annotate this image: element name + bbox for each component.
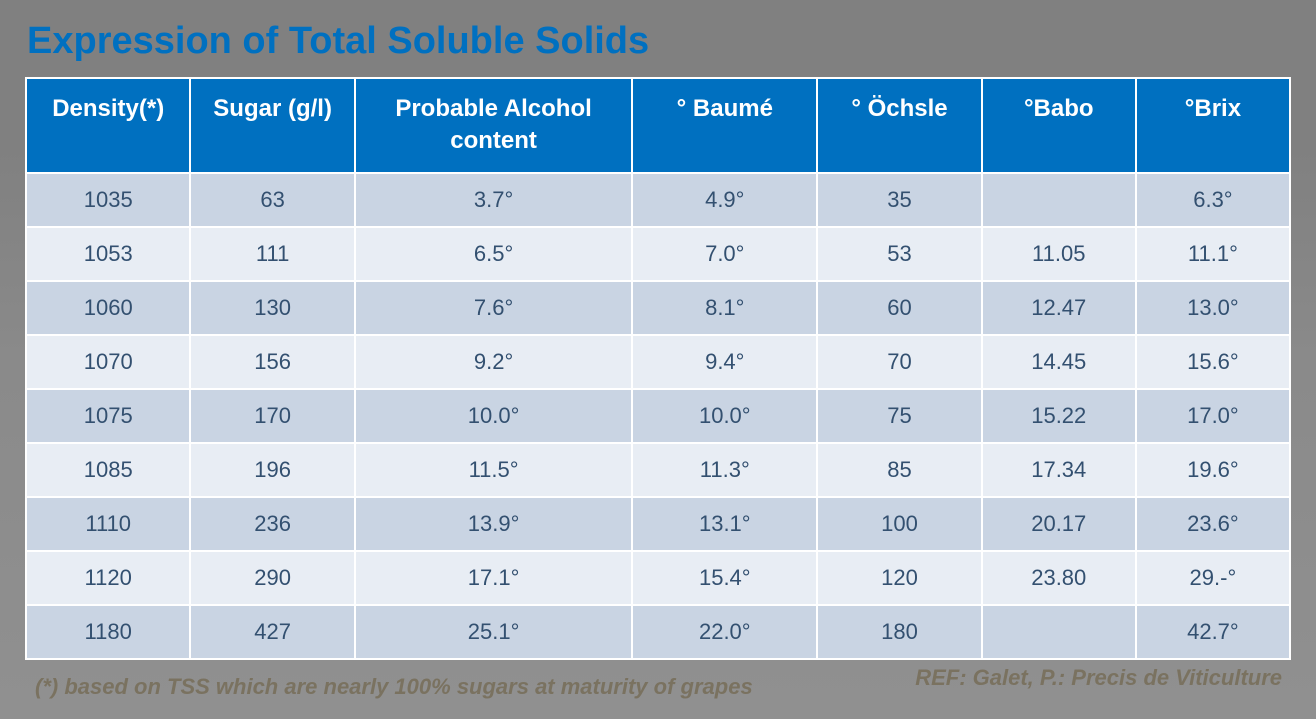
cell-density: 1085: [26, 443, 190, 497]
cell-density: 1180: [26, 605, 190, 659]
cell-babo: [982, 605, 1136, 659]
cell-alcohol: 17.1°: [355, 551, 632, 605]
cell-sugar: 196: [190, 443, 354, 497]
table-row: 1085 196 11.5° 11.3° 85 17.34 19.6°: [26, 443, 1290, 497]
col-header-ochsle: ° Öchsle: [817, 78, 981, 173]
cell-baume: 4.9°: [632, 173, 817, 227]
cell-sugar: 156: [190, 335, 354, 389]
cell-ochsle: 120: [817, 551, 981, 605]
cell-density: 1120: [26, 551, 190, 605]
cell-brix: 11.1°: [1136, 227, 1290, 281]
cell-sugar: 111: [190, 227, 354, 281]
cell-density: 1075: [26, 389, 190, 443]
cell-baume: 9.4°: [632, 335, 817, 389]
cell-ochsle: 180: [817, 605, 981, 659]
cell-babo: 11.05: [982, 227, 1136, 281]
table-row: 1053 111 6.5° 7.0° 53 11.05 11.1°: [26, 227, 1290, 281]
cell-ochsle: 85: [817, 443, 981, 497]
cell-sugar: 427: [190, 605, 354, 659]
cell-brix: 23.6°: [1136, 497, 1290, 551]
cell-babo: 14.45: [982, 335, 1136, 389]
cell-ochsle: 75: [817, 389, 981, 443]
cell-brix: 15.6°: [1136, 335, 1290, 389]
col-header-brix: °Brix: [1136, 78, 1290, 173]
cell-brix: 19.6°: [1136, 443, 1290, 497]
cell-brix: 17.0°: [1136, 389, 1290, 443]
cell-ochsle: 60: [817, 281, 981, 335]
table-row: 1035 63 3.7° 4.9° 35 6.3°: [26, 173, 1290, 227]
cell-density: 1060: [26, 281, 190, 335]
col-header-baume: ° Baumé: [632, 78, 817, 173]
table-row: 1075 170 10.0° 10.0° 75 15.22 17.0°: [26, 389, 1290, 443]
cell-sugar: 63: [190, 173, 354, 227]
cell-ochsle: 100: [817, 497, 981, 551]
col-header-density: Density(*): [26, 78, 190, 173]
cell-alcohol: 11.5°: [355, 443, 632, 497]
cell-baume: 11.3°: [632, 443, 817, 497]
cell-alcohol: 7.6°: [355, 281, 632, 335]
cell-baume: 7.0°: [632, 227, 817, 281]
cell-brix: 13.0°: [1136, 281, 1290, 335]
cell-baume: 13.1°: [632, 497, 817, 551]
cell-brix: 6.3°: [1136, 173, 1290, 227]
cell-baume: 8.1°: [632, 281, 817, 335]
cell-density: 1053: [26, 227, 190, 281]
cell-baume: 22.0°: [632, 605, 817, 659]
cell-babo: 15.22: [982, 389, 1136, 443]
col-header-alcohol: Probable Alcohol content: [355, 78, 632, 173]
cell-baume: 15.4°: [632, 551, 817, 605]
cell-alcohol: 10.0°: [355, 389, 632, 443]
header-row: Density(*) Sugar (g/l) Probable Alcohol …: [26, 78, 1290, 173]
cell-alcohol: 25.1°: [355, 605, 632, 659]
table-row: 1180 427 25.1° 22.0° 180 42.7°: [26, 605, 1290, 659]
cell-brix: 42.7°: [1136, 605, 1290, 659]
cell-brix: 29.-°: [1136, 551, 1290, 605]
cell-sugar: 290: [190, 551, 354, 605]
cell-babo: 17.34: [982, 443, 1136, 497]
table-row: 1070 156 9.2° 9.4° 70 14.45 15.6°: [26, 335, 1290, 389]
cell-babo: 20.17: [982, 497, 1136, 551]
cell-babo: [982, 173, 1136, 227]
col-header-sugar: Sugar (g/l): [190, 78, 354, 173]
cell-alcohol: 9.2°: [355, 335, 632, 389]
cell-babo: 23.80: [982, 551, 1136, 605]
cell-baume: 10.0°: [632, 389, 817, 443]
cell-sugar: 170: [190, 389, 354, 443]
cell-sugar: 130: [190, 281, 354, 335]
table-row: 1110 236 13.9° 13.1° 100 20.17 23.6°: [26, 497, 1290, 551]
cell-ochsle: 35: [817, 173, 981, 227]
cell-alcohol: 13.9°: [355, 497, 632, 551]
tss-table: Density(*) Sugar (g/l) Probable Alcohol …: [25, 77, 1291, 660]
page-title: Expression of Total Soluble Solids: [27, 20, 1291, 63]
table-row: 1060 130 7.6° 8.1° 60 12.47 13.0°: [26, 281, 1290, 335]
cell-ochsle: 70: [817, 335, 981, 389]
cell-density: 1110: [26, 497, 190, 551]
col-header-babo: °Babo: [982, 78, 1136, 173]
cell-sugar: 236: [190, 497, 354, 551]
reference: REF: Galet, P.: Precis de Viticulture: [915, 665, 1282, 691]
cell-babo: 12.47: [982, 281, 1136, 335]
cell-alcohol: 6.5°: [355, 227, 632, 281]
cell-ochsle: 53: [817, 227, 981, 281]
cell-density: 1070: [26, 335, 190, 389]
table-body: 1035 63 3.7° 4.9° 35 6.3° 1053 111 6.5° …: [26, 173, 1290, 659]
cell-alcohol: 3.7°: [355, 173, 632, 227]
cell-density: 1035: [26, 173, 190, 227]
table-row: 1120 290 17.1° 15.4° 120 23.80 29.-°: [26, 551, 1290, 605]
